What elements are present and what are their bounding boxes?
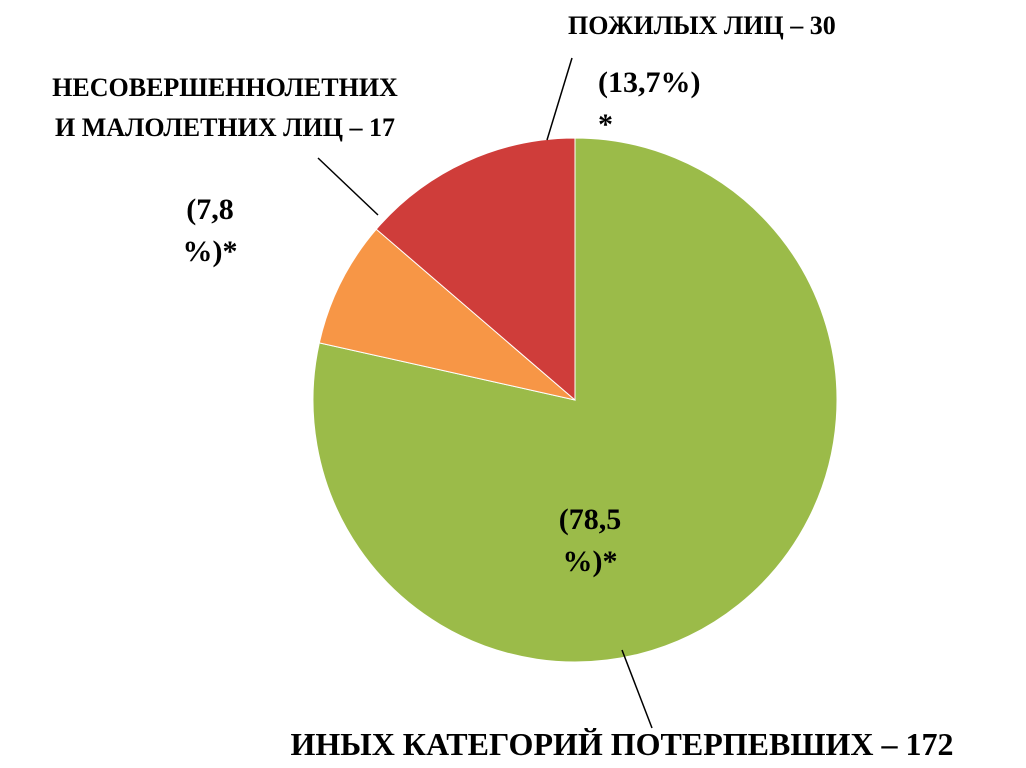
- value-label-line: %)*: [183, 235, 238, 268]
- value-label: (78,5 %)*: [559, 503, 622, 578]
- leader-line: [546, 57, 573, 141]
- value-label-line: (7,8: [186, 193, 234, 226]
- pie-slice: [375, 137, 576, 402]
- category-label: НЕСОВЕРШЕННОЛЕТНИХ И МАЛОЛЕТНИХ ЛИЦ – 17: [52, 73, 398, 142]
- category-label: ИНЫХ КАТЕГОРИЙ ПОТЕРПЕВШИХ – 172: [290, 726, 953, 762]
- pie-slice: [318, 228, 576, 401]
- category-label-line: НЕСОВЕРШЕННОЛЕТНИХ: [52, 73, 398, 102]
- category-label-line: И МАЛОЛЕТНИХ ЛИЦ – 17: [55, 113, 395, 142]
- value-label: (7,8 %)*: [183, 193, 238, 268]
- leader-line: [621, 649, 653, 729]
- category-label-line: ПОЖИЛЫХ ЛИЦ – 30: [568, 11, 836, 40]
- leader-line: [317, 157, 379, 216]
- value-label: (13,7%) *: [598, 66, 700, 141]
- value-label-line: %)*: [563, 545, 618, 578]
- value-label-line: (78,5: [559, 503, 622, 536]
- value-label-line: *: [598, 108, 613, 141]
- category-label-line: ИНЫХ КАТЕГОРИЙ ПОТЕРПЕВШИХ – 172: [290, 726, 953, 762]
- value-label-line: (13,7%): [598, 66, 700, 99]
- category-label: ПОЖИЛЫХ ЛИЦ – 30: [568, 11, 836, 40]
